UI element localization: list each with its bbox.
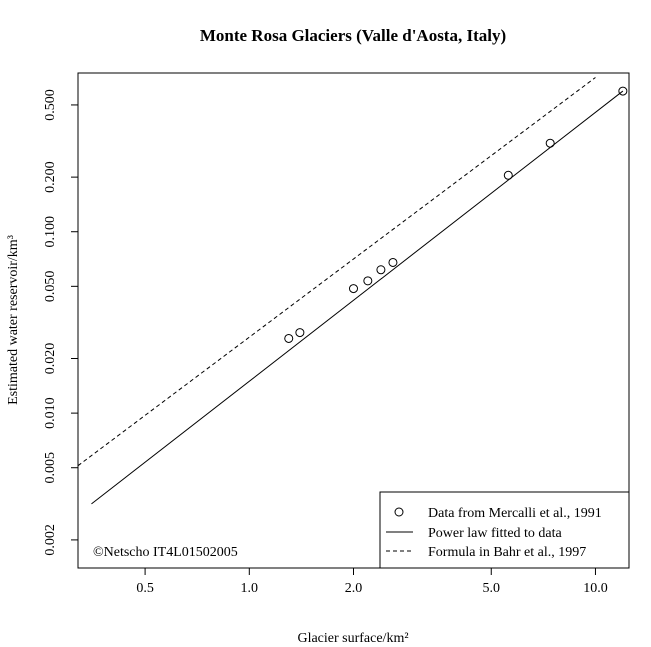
series-lines [77,77,624,505]
data-point [363,276,373,286]
y-tick-label: 0.010 [43,397,58,429]
y-axis-label: Estimated water reservoir/km³ [6,235,21,405]
legend-box [379,491,630,569]
x-tick-label: 10.0 [583,581,608,596]
copyright-annotation: ©Netscho IT4L01502005 [93,545,238,560]
x-tick-label: 5.0 [483,581,501,596]
y-axis: 0.002 0.005 0.010 0.020 0.050 0.100 0.200 0.500 [43,89,78,556]
bahr-formula-line [77,77,596,467]
copyright-text: ©Netscho IT4L01502005 [93,545,238,560]
y-tick-label: 0.005 [43,452,58,484]
legend: Data from Mercalli et al., 1991 Power la… [379,491,630,569]
data-point [284,333,294,343]
y-tick-label: 0.002 [43,524,58,556]
data-point [545,138,555,148]
data-point [295,328,305,338]
y-tick-label: 0.020 [43,343,58,375]
data-point [618,86,628,96]
legend-marker-circle [394,507,404,517]
x-axis: 0.5 1.0 2.0 5.0 10.0 [136,568,608,596]
x-tick-label: 2.0 [345,581,363,596]
data-point [349,284,358,294]
y-tick-label: 0.500 [43,89,58,121]
chart-title: Monte Rosa Glaciers (Valle d'Aosta, Ital… [200,26,506,45]
data-point [503,170,513,180]
y-tick-label: 0.050 [43,271,58,303]
legend-label-data: Data from Mercalli et al., 1991 [428,506,602,521]
x-tick-label: 1.0 [241,581,259,596]
power-law-fit-line [91,90,624,505]
legend-label-bahr: Formula in Bahr et al., 1997 [428,545,586,560]
y-tick-label: 0.200 [43,161,58,193]
data-point [388,257,398,267]
y-tick-label: 0.100 [43,216,58,248]
legend-label-fit: Power law fitted to data [428,526,563,541]
data-point [376,265,386,275]
x-tick-label: 0.5 [136,581,154,596]
data-points [284,86,628,343]
x-axis-label: Glacier surface/km² [297,631,408,646]
